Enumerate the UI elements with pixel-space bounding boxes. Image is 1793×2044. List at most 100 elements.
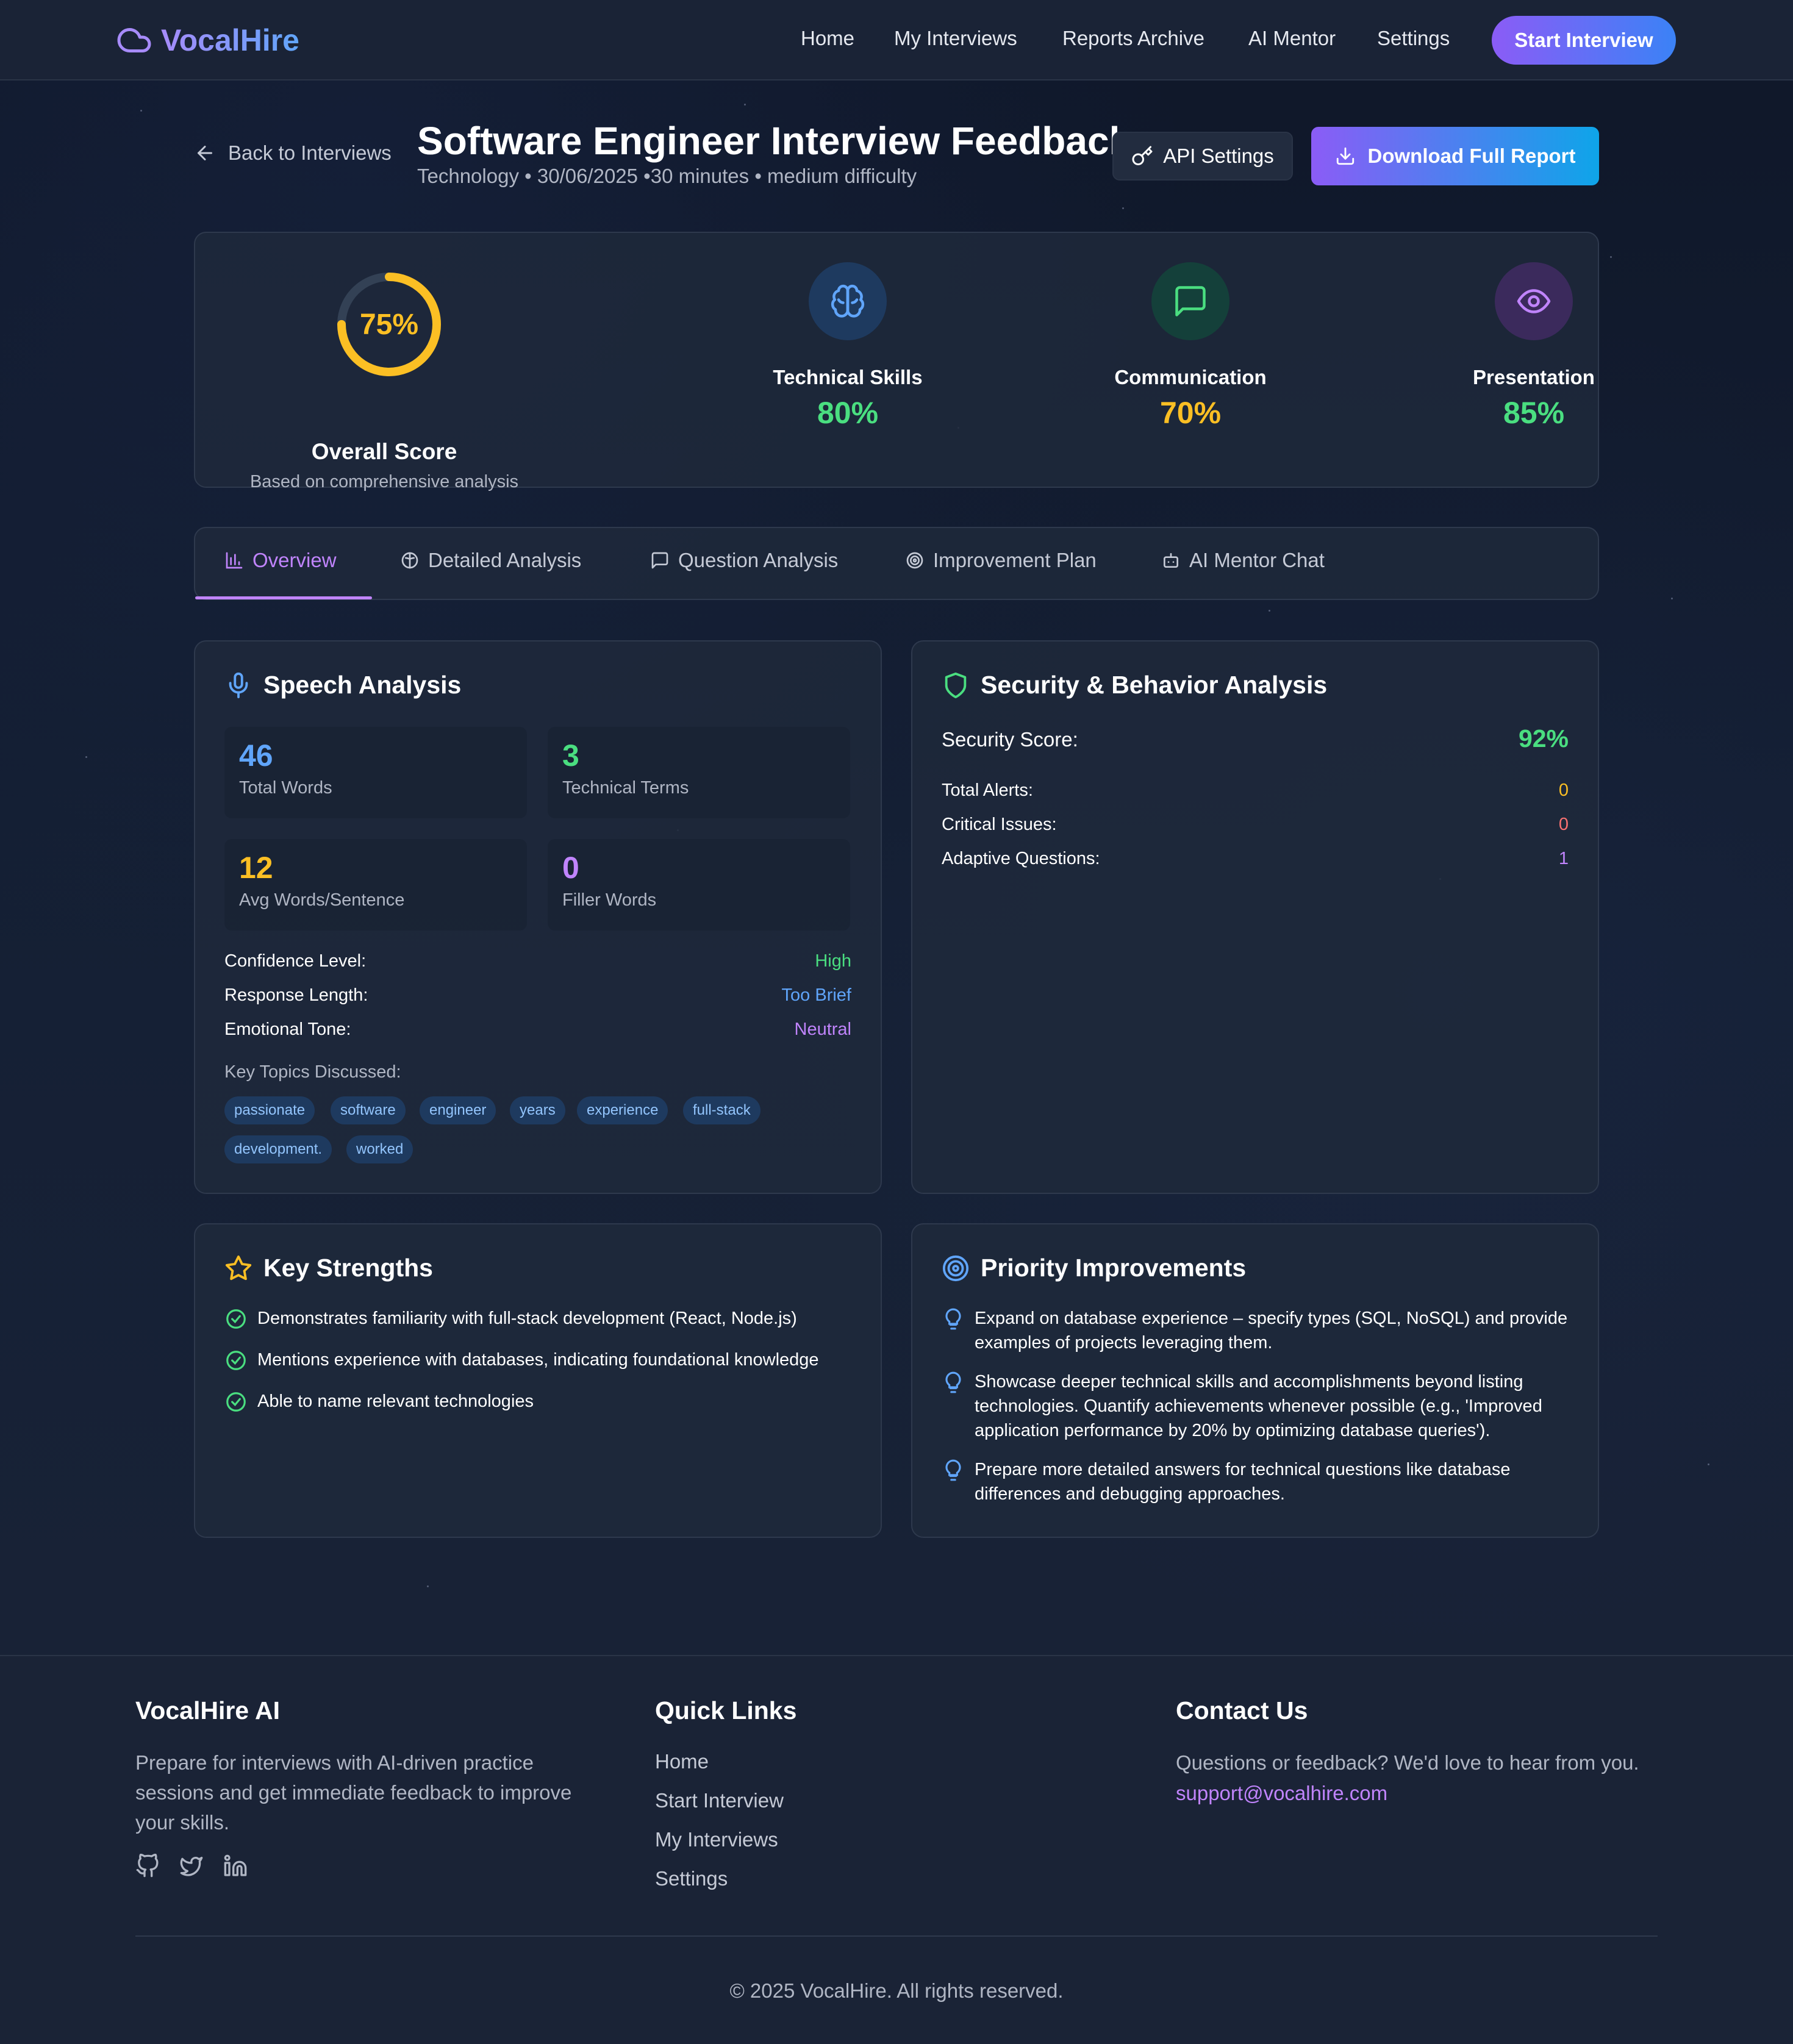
- topic-chip: software: [331, 1096, 406, 1124]
- row-value: High: [815, 951, 851, 971]
- improvement-text: Expand on database experience – specify …: [975, 1309, 1568, 1353]
- improvement-item: Expand on database experience – specify …: [942, 1306, 1576, 1355]
- footer-link-start-interview[interactable]: Start Interview: [655, 1789, 784, 1812]
- stat-label: Avg Words/Sentence: [239, 890, 405, 910]
- key-strengths-heading: Key Strengths: [224, 1254, 433, 1282]
- footer-contact-title: Contact Us: [1176, 1696, 1308, 1724]
- page-title: Software Engineer Interview Feedback: [417, 119, 1131, 163]
- stat-filler-words: 0 Filler Words: [548, 839, 850, 931]
- topic-chip: development.: [224, 1135, 332, 1163]
- arrow-left-icon: [198, 146, 212, 160]
- overall-score-ring: [337, 273, 441, 376]
- download-label: Download Full Report: [1367, 145, 1576, 167]
- stat-value: 3: [562, 738, 579, 773]
- back-label: Back to Interviews: [228, 141, 392, 164]
- improvement-item: Prepare more detailed answers for techni…: [942, 1457, 1576, 1506]
- page-footer: VocalHire AI Prepare for interviews with…: [0, 1655, 1793, 2044]
- start-interview-button[interactable]: Start Interview: [1492, 16, 1676, 65]
- metric-label: Technical Skills: [773, 366, 923, 388]
- footer-about-title: VocalHire AI: [135, 1696, 280, 1724]
- page-subtitle: Technology • 30/06/2025 •30 minutes • me…: [417, 165, 917, 187]
- tab-label: Improvement Plan: [933, 549, 1097, 571]
- footer-link-my-interviews[interactable]: My Interviews: [655, 1828, 778, 1851]
- strength-item: Demonstrates familiarity with full-stack…: [224, 1306, 859, 1331]
- row-value: Neutral: [794, 1020, 852, 1039]
- metric-value: 80%: [817, 396, 879, 430]
- linkedin-icon[interactable]: [223, 1854, 248, 1878]
- nav-reports-archive[interactable]: Reports Archive: [1062, 27, 1204, 49]
- priority-improvements-heading: Priority Improvements: [942, 1254, 1246, 1282]
- footer-about-text: Prepare for interviews with AI-driven pr…: [135, 1751, 572, 1834]
- strength-item: Able to name relevant technologies: [224, 1389, 859, 1413]
- topic-chip: experience: [577, 1096, 668, 1124]
- lightbulb-icon: [945, 1459, 961, 1481]
- nav-home[interactable]: Home: [801, 27, 855, 49]
- stat-label: Technical Terms: [562, 778, 689, 798]
- security-title: Security & Behavior Analysis: [981, 671, 1328, 699]
- key-strengths-title: Key Strengths: [263, 1254, 433, 1282]
- footer-link-home[interactable]: Home: [655, 1750, 709, 1773]
- brain-icon: [401, 552, 418, 569]
- overall-score-value: 75%: [359, 308, 419, 341]
- nav-settings[interactable]: Settings: [1377, 27, 1450, 49]
- brand-logo[interactable]: VocalHire: [116, 22, 299, 59]
- message-square-icon: [651, 552, 668, 569]
- row-value: Too Brief: [781, 985, 851, 1005]
- footer-link-settings[interactable]: Settings: [655, 1867, 728, 1890]
- improvement-text: Showcase deeper technical skills and acc…: [975, 1372, 1542, 1440]
- active-tab-indicator: [195, 596, 372, 599]
- nav-ai-mentor[interactable]: AI Mentor: [1248, 27, 1336, 49]
- metric-communication: Communication 70%: [1068, 262, 1312, 431]
- target-icon: [906, 552, 923, 569]
- top-navbar: VocalHire Home My Interviews Reports Arc…: [0, 0, 1793, 80]
- tab-improvement-plan[interactable]: Improvement Plan: [905, 549, 1097, 572]
- api-settings-button[interactable]: API Settings: [1112, 132, 1293, 180]
- score-summary-card: 75% Overall Score Based on comprehensive…: [194, 232, 1599, 491]
- stat-value: 12: [239, 851, 273, 885]
- cloud-icon: [117, 28, 151, 52]
- key-topics-label: Key Topics Discussed:: [224, 1062, 401, 1082]
- tab-overview[interactable]: Overview: [224, 549, 337, 572]
- topic-chip: full-stack: [683, 1096, 761, 1124]
- strength-text: Able to name relevant technologies: [257, 1392, 534, 1411]
- back-to-interviews-link[interactable]: Back to Interviews: [194, 141, 392, 165]
- tab-question-analysis[interactable]: Question Analysis: [650, 549, 838, 572]
- support-email-link[interactable]: support@vocalhire.com: [1176, 1782, 1388, 1804]
- tab-ai-mentor-chat[interactable]: AI Mentor Chat: [1161, 549, 1325, 572]
- stat-value: 0: [562, 851, 579, 885]
- stat-total-words: 46 Total Words: [224, 727, 527, 818]
- bot-icon: [1164, 553, 1178, 568]
- check-circle-icon: [226, 1392, 246, 1412]
- footer-contact-text: Questions or feedback? We'd love to hear…: [1176, 1751, 1639, 1774]
- nav-my-interviews[interactable]: My Interviews: [894, 27, 1017, 49]
- metric-label: Presentation: [1473, 366, 1595, 388]
- tab-label: AI Mentor Chat: [1189, 549, 1325, 571]
- strength-text: Demonstrates familiarity with full-stack…: [257, 1309, 797, 1328]
- topic-chip: engineer: [420, 1096, 496, 1124]
- topic-chip: passionate: [224, 1096, 315, 1124]
- twitter-icon[interactable]: [179, 1854, 204, 1878]
- row-value: 1: [1558, 849, 1569, 868]
- target-icon: [942, 1255, 969, 1281]
- metric-technical-skills: Technical Skills 80%: [726, 262, 970, 431]
- download-report-button[interactable]: Download Full Report: [1311, 127, 1599, 185]
- download-icon: [1336, 147, 1354, 165]
- strength-text: Mentions experience with databases, indi…: [257, 1350, 819, 1370]
- github-icon[interactable]: [135, 1854, 160, 1878]
- security-score-value: 92%: [1518, 724, 1569, 752]
- row-key: Total Alerts:: [942, 781, 1033, 800]
- message-square-icon: [1151, 262, 1229, 340]
- row-value: 0: [1558, 781, 1569, 800]
- key-strengths-card: Key Strengths Demonstrates familiarity w…: [194, 1223, 882, 1538]
- tab-detailed-analysis[interactable]: Detailed Analysis: [400, 549, 581, 572]
- overall-score: 75% Overall Score Based on comprehensive…: [232, 270, 537, 491]
- stat-value: 46: [239, 738, 273, 773]
- stat-label: Filler Words: [562, 890, 657, 910]
- row-value: 0: [1558, 815, 1569, 834]
- api-settings-label: API Settings: [1163, 145, 1274, 167]
- brand-name: VocalHire: [161, 23, 299, 57]
- key-icon: [1132, 146, 1153, 165]
- footer-divider: [135, 1935, 1658, 1937]
- bar-chart-icon: [226, 552, 243, 569]
- metric-label: Communication: [1114, 366, 1267, 388]
